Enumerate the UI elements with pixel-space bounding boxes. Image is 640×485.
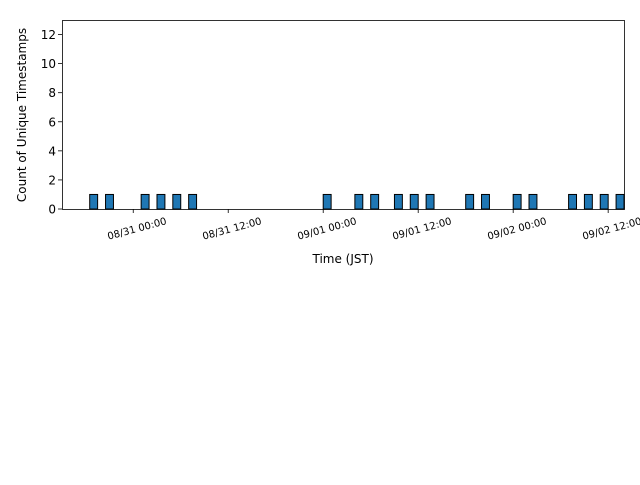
x-tick-label: 09/02 00:00	[486, 216, 548, 242]
histogram-bar	[322, 193, 332, 210]
x-tick-label: 09/01 00:00	[296, 216, 358, 242]
y-tick-label: 8	[48, 86, 56, 100]
histogram-bar	[105, 193, 114, 210]
y-tick-label: 6	[48, 115, 56, 129]
histogram-bar	[512, 193, 522, 210]
histogram-bar	[568, 193, 578, 210]
plot-frame	[62, 20, 625, 210]
histogram-bar	[370, 193, 380, 210]
histogram-bar	[393, 193, 403, 210]
histogram-bar	[425, 193, 435, 210]
histogram-bar	[615, 193, 625, 210]
bars-layer	[89, 193, 625, 210]
histogram-bar	[188, 193, 198, 210]
y-tick-label: 0	[48, 203, 56, 217]
y-tick-label: 10	[41, 57, 56, 71]
histogram-bar	[89, 193, 99, 210]
histogram-bar	[599, 193, 609, 210]
x-axis: 08/31 00:00 08/31 12:00 09/01 00:00 09/01 1…	[106, 209, 640, 243]
histogram-bar	[465, 193, 475, 210]
x-tick-label: 09/01 12:00	[391, 216, 453, 242]
x-tick-label: 08/31 12:00	[201, 216, 263, 242]
y-tick-label: 12	[41, 28, 56, 42]
x-tick-label: 09/02 12:00	[581, 216, 640, 242]
histogram-bar	[583, 193, 593, 210]
y-tick-label: 4	[48, 144, 56, 158]
x-axis-label: Time (JST)	[311, 252, 373, 266]
histogram-bar	[354, 193, 364, 210]
histogram-bar	[172, 193, 182, 210]
y-axis-label: Count of Unique Timestamps	[15, 28, 29, 202]
histogram-bar	[409, 193, 419, 210]
x-tick-label: 08/31 00:00	[106, 216, 168, 242]
histogram-bar	[481, 193, 490, 210]
histogram-bar	[140, 193, 150, 210]
histogram-bar	[156, 193, 166, 210]
y-tick-label: 2	[48, 173, 56, 187]
y-axis: 0 2 4 6 8 10 12	[41, 28, 62, 217]
histogram-bar	[528, 193, 538, 210]
